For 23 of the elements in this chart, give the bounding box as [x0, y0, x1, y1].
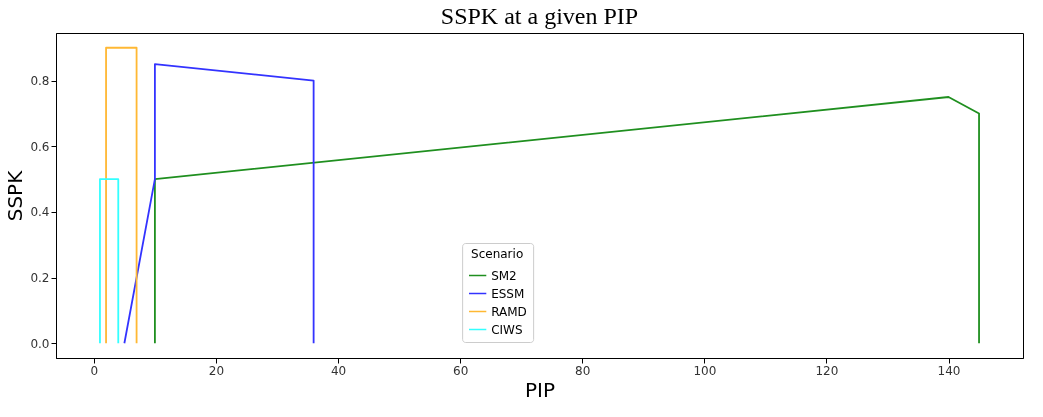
y-tick-label: 0.2 [30, 271, 50, 286]
x-tick-label: 80 [575, 363, 591, 378]
legend-label: SM2 [491, 268, 517, 283]
legend-label: CIWS [491, 322, 523, 337]
chart-title: SSPK at a given PIP [440, 3, 639, 29]
x-tick-label: 20 [208, 363, 225, 378]
x-tick-label: 120 [815, 363, 839, 378]
y-tick-label: 0.6 [30, 139, 50, 154]
legend-title: Scenario [471, 247, 524, 261]
x-axis-title: PIP [524, 377, 556, 402]
y-axis-title: SSPK [3, 169, 28, 222]
y-tick-label: 0.0 [30, 336, 50, 351]
x-tick-label: 100 [693, 363, 717, 378]
line-series [123, 63, 315, 345]
x-tick-label: 40 [330, 363, 347, 378]
legend-label: ESSM [491, 286, 525, 301]
y-tick-label: 0.8 [30, 74, 50, 89]
x-tick-label: 0 [90, 363, 99, 378]
x-tick-label: 140 [937, 363, 961, 378]
legend-label: RAMD [491, 304, 527, 319]
line-series [154, 96, 980, 345]
x-tick-label: 60 [453, 363, 469, 378]
y-tick-label: 0.4 [30, 205, 50, 220]
